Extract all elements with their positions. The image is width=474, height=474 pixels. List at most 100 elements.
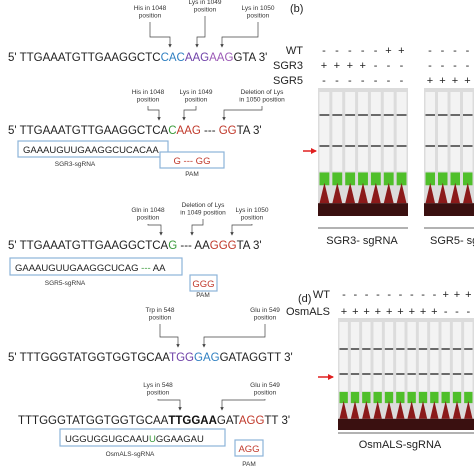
arrow — [220, 399, 266, 411]
segment: TTGGAA — [168, 415, 217, 427]
sign: + — [347, 60, 353, 72]
sign: - — [421, 289, 425, 301]
gel-well — [358, 172, 368, 186]
segment: TGG — [169, 352, 194, 364]
annotation: Lys in 1050 — [235, 207, 268, 214]
gel-lane — [425, 92, 435, 172]
segment: 5' TTGAAATGTTGAAGGCTCA — [8, 240, 169, 252]
sign: - — [365, 289, 369, 301]
sgrna-sequence: GAAAUGUUGAAGGCUCAG --- AA — [15, 263, 166, 274]
sgrna-name: OsmALS-sgRNA — [106, 451, 155, 458]
sgrna-name: SGR5-sgRNA — [45, 280, 86, 287]
sign: + — [397, 306, 403, 318]
gel-well — [396, 172, 407, 186]
caption: OsmALS-sgRNA — [359, 439, 442, 451]
gel-lane — [319, 92, 330, 172]
gel-well — [452, 391, 462, 404]
gel-well — [370, 172, 381, 186]
sgrna-name: SGR3-sgRNA — [55, 161, 96, 168]
gel-lane — [407, 322, 416, 392]
gel-band — [396, 373, 405, 375]
gel-band — [407, 373, 416, 375]
gel-band — [464, 373, 473, 375]
gel-band — [345, 114, 356, 116]
gel-tooth — [362, 400, 371, 419]
gel-band — [450, 145, 460, 147]
segment: G --- GG — [174, 156, 211, 167]
gel-tooth — [464, 400, 473, 419]
sign: - — [433, 289, 437, 301]
gel-well — [350, 391, 360, 404]
arrow — [182, 106, 197, 121]
gel-band — [463, 145, 473, 147]
gel-band — [430, 373, 439, 375]
gel-tooth — [441, 400, 450, 419]
gel-band — [452, 348, 462, 350]
sgrna-box — [59, 428, 226, 447]
segment: 5' TTTGGGTATGGTGGTGCAA — [8, 352, 170, 364]
segment: GATAGGTT 3' — [220, 352, 293, 364]
gel-tooth — [450, 182, 460, 204]
pam-box — [189, 274, 218, 292]
sequence: 5' TTGAAATGTTGAAGGCTCCACAAGAAGGTA 3' — [8, 52, 267, 64]
segment: AA — [153, 263, 166, 274]
sign: - — [335, 45, 339, 57]
annotation: His in 1048 — [132, 89, 165, 96]
gel-band — [339, 348, 348, 350]
segment: GAT — [217, 415, 240, 427]
sign: - — [353, 289, 357, 301]
annotation: position — [241, 215, 264, 222]
sign: - — [399, 289, 403, 301]
gel-band — [418, 373, 428, 375]
segment: GAAAUGUUGAAGGCUCAG — [15, 263, 139, 274]
arrow — [222, 106, 263, 121]
sign: + — [427, 75, 433, 87]
gel-well — [441, 391, 450, 404]
segment: GAAAUGUUGAAGGCUCACAA — [23, 145, 159, 156]
gel-band — [370, 114, 381, 116]
segment: AAG — [209, 52, 233, 64]
segment: --- AA — [177, 240, 210, 252]
gel-band — [383, 114, 394, 116]
arrow — [195, 16, 206, 48]
gel-band — [452, 373, 462, 375]
segment: AAG — [177, 125, 201, 137]
gel-band — [384, 373, 394, 375]
gel-lane — [450, 92, 460, 172]
gel-tooth — [370, 182, 381, 204]
row-label: WT — [286, 45, 303, 57]
gel-tooth — [418, 400, 428, 419]
segment: AAG — [185, 52, 209, 64]
sign: - — [387, 75, 391, 87]
sign: - — [466, 306, 470, 318]
gel-lane — [384, 322, 394, 392]
gel-well — [450, 172, 460, 186]
gel-well — [438, 172, 448, 186]
gel-lane — [373, 322, 382, 392]
annotation: position — [254, 390, 277, 397]
gel-lane — [418, 322, 428, 392]
gel-band — [358, 114, 368, 116]
sign: - — [400, 75, 404, 87]
segment: GG — [219, 125, 237, 137]
gel-band — [425, 145, 435, 147]
panel-label: (b) — [290, 3, 303, 15]
sign: - — [387, 289, 391, 301]
gel-lane — [345, 92, 356, 172]
segment: 5' TTGAAATGTTGAAGGCTC — [8, 52, 161, 64]
segment: AGG — [238, 444, 259, 455]
annotation: Deletion of Lys — [241, 89, 285, 96]
gel-lane — [332, 92, 343, 172]
gel-base — [338, 418, 474, 430]
arrow — [230, 224, 253, 236]
sign: - — [466, 45, 470, 57]
gel-band — [350, 373, 360, 375]
segment: C — [168, 125, 176, 137]
sign: - — [348, 75, 352, 87]
gel-lane — [362, 322, 371, 392]
gel-band — [370, 145, 381, 147]
sign: - — [387, 60, 391, 72]
annotation: in 1050 position — [239, 97, 285, 104]
sign: + — [398, 45, 404, 57]
arrow — [190, 219, 204, 236]
